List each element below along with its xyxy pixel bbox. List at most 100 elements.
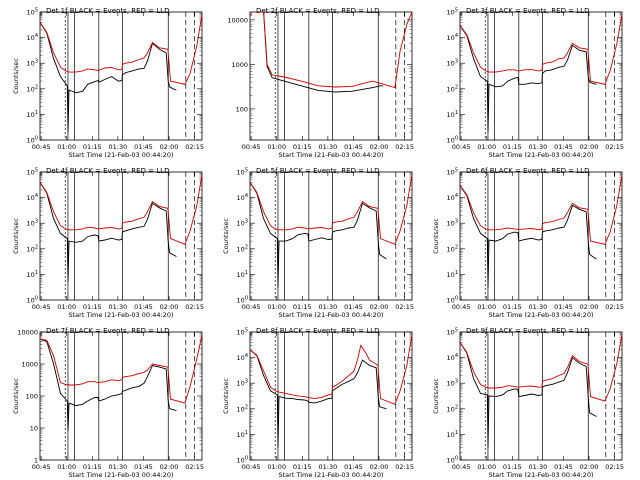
y-tick-label: 103 — [27, 219, 38, 228]
y-tick-label: 102 — [237, 244, 248, 253]
chart-panel-5: Det 5f BLACK = Events, RED = LLD 00:45 01:… — [222, 167, 414, 319]
y-axis-label: Counts/sec — [222, 218, 230, 254]
y-tick-label: 105 — [237, 328, 248, 337]
x-tick-label: 01:45 — [344, 463, 363, 471]
y-tick-label: 101 — [27, 110, 38, 119]
plot-frame — [249, 11, 413, 141]
plot-frame — [459, 11, 623, 141]
series-line-lld — [250, 174, 412, 245]
y-tick-label: 102 — [447, 244, 458, 253]
x-tick-label: 01:30 — [319, 303, 338, 311]
y-tick-label: 105 — [447, 328, 458, 337]
series-line-lld — [460, 14, 622, 85]
y-tick-label: 105 — [237, 168, 248, 177]
x-tick-label: 02:15 — [605, 143, 624, 151]
x-tick-label: 02:00 — [370, 143, 389, 151]
chart-title: Det 4f BLACK = Events, RED = LLD — [46, 167, 169, 175]
x-tick-label: 01:00 — [57, 143, 76, 151]
y-tick-label: 103 — [27, 59, 38, 68]
y-tick-label: 105 — [447, 168, 458, 177]
y-axis-label: Counts/sec — [12, 218, 20, 254]
x-tick-label: 00:45 — [242, 463, 261, 471]
y-tick-label: 101 — [447, 430, 458, 439]
x-axis-label: Start Time (21-Feb-03 00:44:20) — [489, 151, 594, 159]
y-tick-label: 104 — [237, 353, 248, 362]
chart-title: Det 3f BLACK = Events, RED = LLD — [466, 7, 589, 15]
x-tick-label: 01:30 — [319, 143, 338, 151]
x-tick-label: 01:30 — [529, 303, 548, 311]
y-axis-label: Counts/sec — [222, 378, 230, 414]
chart-title: Det 6f BLACK = Events, RED = LLD — [466, 167, 589, 175]
x-tick-label: 02:15 — [395, 303, 414, 311]
series-line-lld — [250, 334, 412, 405]
x-tick-label: 02:15 — [395, 143, 414, 151]
y-tick-label: 100 — [237, 296, 248, 305]
x-tick-label: 01:15 — [503, 463, 522, 471]
series-line-events — [460, 25, 597, 133]
chart-title: Det 5f BLACK = Events, RED = LLD — [256, 167, 379, 175]
y-tick-label: 104 — [447, 193, 458, 202]
y-tick-label: 105 — [27, 168, 38, 177]
x-tick-label: 01:30 — [529, 463, 548, 471]
series-line-events — [250, 12, 383, 93]
x-tick-label: 01:45 — [344, 143, 363, 151]
y-tick-label: 1000 — [231, 61, 248, 69]
y-tick-label: 103 — [447, 379, 458, 388]
chart-title: Det 2f BLACK = Events, RED = LLD — [256, 7, 379, 15]
series-line-lld — [460, 174, 622, 245]
y-tick-label: 103 — [447, 59, 458, 68]
x-tick-label: 01:00 — [267, 303, 286, 311]
chart-panel-9: Det 9f BLACK = Events, RED = LLD 00:45 01:… — [432, 327, 624, 479]
chart-panel-6: Det 6f BLACK = Events, RED = LLD 00:45 01:… — [432, 167, 624, 319]
x-tick-label: 01:45 — [554, 303, 573, 311]
series-line-events — [40, 21, 177, 133]
y-axis-label: Counts/sec — [12, 58, 20, 94]
x-tick-label: 01:45 — [554, 463, 573, 471]
x-tick-label: 01:00 — [477, 143, 496, 151]
x-axis-label: Start Time (21-Feb-03 00:44:20) — [69, 311, 174, 319]
x-tick-label: 02:00 — [580, 143, 599, 151]
x-tick-label: 01:00 — [57, 303, 76, 311]
x-tick-label: 02:15 — [605, 303, 624, 311]
y-tick-label: 102 — [447, 404, 458, 413]
x-axis-label: Start Time (21-Feb-03 00:44:20) — [279, 311, 384, 319]
series-line-events — [460, 185, 597, 288]
x-tick-label: 01:15 — [83, 463, 102, 471]
chart-panel-7: Det 7f BLACK = Events, RED = LLD 00:45 01:… — [12, 327, 204, 479]
chart-title: Det 9f BLACK = Events, RED = LLD — [466, 327, 589, 335]
x-axis-label: Start Time (21-Feb-03 00:44:20) — [69, 151, 174, 159]
plot-frame — [39, 171, 203, 301]
chart-panel-1: Det 1f BLACK = Events, RED = LLD 00:45 01:… — [12, 7, 204, 159]
y-tick-label: 10000 — [227, 16, 248, 24]
chart-panel-3: Det 3f BLACK = Events, RED = LLD 00:45 01:… — [447, 7, 624, 159]
y-tick-label: 103 — [447, 219, 458, 228]
y-tick-label: 10 — [30, 425, 38, 433]
x-tick-label: 01:15 — [83, 303, 102, 311]
x-tick-label: 00:45 — [242, 303, 261, 311]
plot-frame — [459, 171, 623, 301]
y-tick-label: 103 — [237, 379, 248, 388]
y-tick-label: 101 — [237, 270, 248, 279]
y-tick-label: 1000 — [21, 361, 38, 369]
y-tick-label: 104 — [237, 193, 248, 202]
y-tick-label: 100 — [27, 136, 38, 145]
y-tick-label: 10000 — [17, 329, 38, 337]
y-tick-label: 103 — [237, 219, 248, 228]
y-tick-label: 104 — [27, 193, 38, 202]
x-tick-label: 01:15 — [503, 303, 522, 311]
y-axis-label: Counts/sec — [12, 378, 20, 414]
y-tick-label: 101 — [27, 270, 38, 279]
x-tick-label: 01:15 — [293, 463, 312, 471]
x-tick-label: 00:45 — [32, 303, 51, 311]
x-axis-label: Start Time (21-Feb-03 00:44:20) — [489, 471, 594, 479]
x-tick-label: 01:15 — [83, 143, 102, 151]
y-tick-label: 102 — [27, 244, 38, 253]
series-line-events — [40, 338, 177, 432]
x-axis-label: Start Time (21-Feb-03 00:44:20) — [489, 311, 594, 319]
x-tick-label: 02:00 — [370, 303, 389, 311]
x-tick-label: 00:45 — [452, 463, 471, 471]
x-tick-label: 01:30 — [109, 463, 128, 471]
y-tick-label: 102 — [27, 84, 38, 93]
x-tick-label: 01:00 — [477, 463, 496, 471]
